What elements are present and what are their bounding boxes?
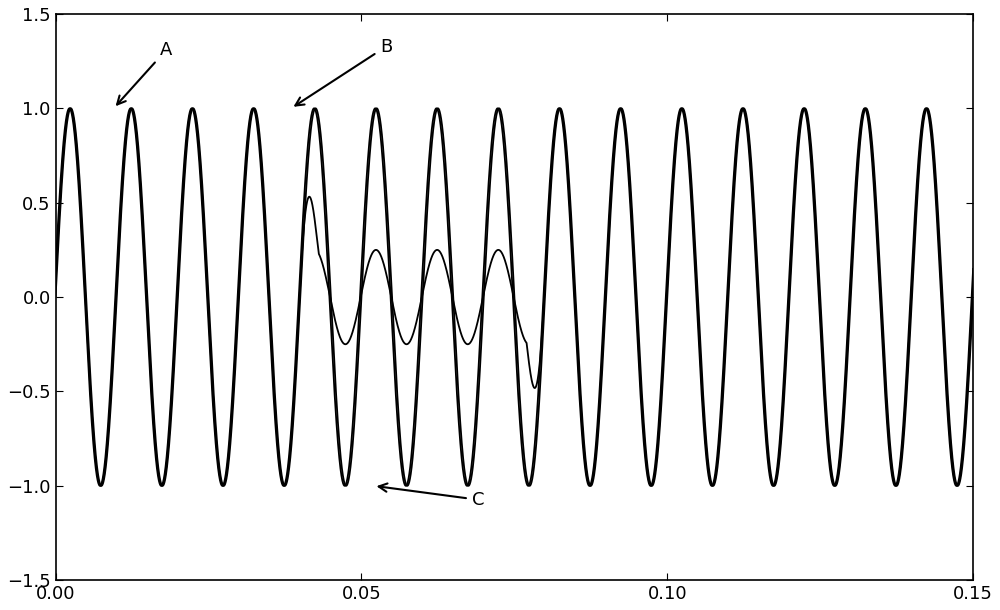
Text: B: B <box>295 38 392 106</box>
Text: A: A <box>117 41 172 104</box>
Text: C: C <box>379 484 484 509</box>
